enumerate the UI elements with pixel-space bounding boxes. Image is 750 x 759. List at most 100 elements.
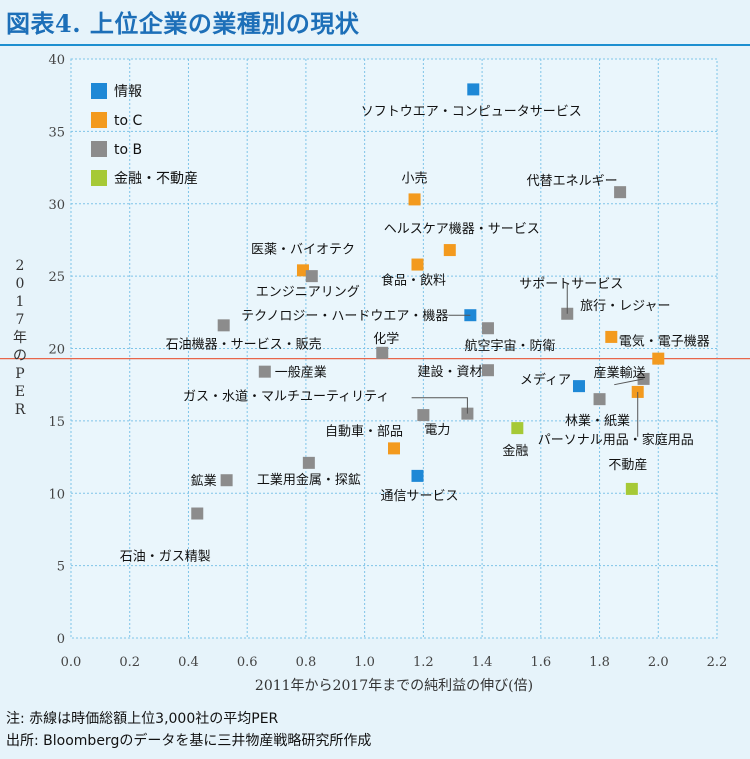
point-label: 電力 — [424, 423, 450, 438]
legend-swatch — [91, 141, 107, 157]
point-label: テクノロジー・ハードウエア・機器 — [241, 309, 448, 324]
y-axis-label-char: 0 — [16, 276, 25, 292]
point-label: 金融 — [502, 443, 528, 459]
point-label: 電気・電子機器 — [619, 334, 710, 350]
y-axis-label-char: の — [13, 348, 27, 364]
data-point — [408, 193, 421, 206]
y-tick-label: 0 — [57, 632, 65, 647]
point-label: ソフトウエア・コンピュータサービス — [361, 104, 582, 119]
source-note: 出所: Bloombergのデータを基に三井物産戦略研究所作成 — [6, 733, 372, 749]
legend-label: 情報 — [114, 84, 142, 100]
footnote: 注: 赤線は時価総額上位3,000社の平均PER — [6, 711, 279, 727]
data-point — [511, 422, 524, 435]
x-axis-label: 2011年から2017年までの純利益の伸び(倍) — [255, 678, 533, 694]
point-label: 自動車・部品 — [325, 424, 403, 439]
data-point — [652, 352, 665, 365]
data-points — [191, 83, 665, 520]
point-label: 一般産業 — [275, 365, 327, 381]
x-tick-label: 1.2 — [413, 655, 434, 670]
y-tick-label: 30 — [48, 198, 65, 213]
point-labels: ソフトウエア・コンピュータサービステクノロジー・ハードウエア・機器メディア通信サ… — [120, 104, 710, 564]
y-axis-label-char: 1 — [16, 294, 25, 310]
point-label: 航空宇宙・防衛 — [464, 338, 555, 354]
y-tick-label: 20 — [48, 343, 65, 358]
y-tick-label: 15 — [48, 415, 65, 430]
y-tick-labels: 0 5 10 15 20 25 30 35 40 — [48, 53, 65, 647]
chart-title: 図表4. 上位企業の業種別の現状 — [6, 9, 360, 38]
x-tick-label: 1.0 — [354, 655, 375, 670]
data-point — [302, 456, 315, 469]
data-point — [305, 270, 318, 283]
x-tick-labels: 0.0 0.2 0.4 0.6 0.8 1.0 1.2 1.4 1.6 1.8 2.0 2.2 — [61, 655, 728, 670]
point-label: 産業輸送 — [594, 365, 646, 381]
x-tick-label: 0.8 — [296, 655, 317, 670]
point-label: 林業・紙業 — [565, 413, 630, 429]
scatter-chart: 0.0 0.2 0.4 0.6 0.8 1.0 1.2 1.4 1.6 1.8 2.0 2.2 0 5 1… — [0, 53, 750, 694]
y-tick-label: 40 — [48, 53, 65, 68]
point-label: 不動産 — [608, 457, 647, 473]
point-label: 通信サービス — [380, 489, 458, 504]
point-label: 石油機器・サービス・販売 — [166, 336, 322, 352]
point-label: 鉱業 — [191, 473, 217, 489]
point-label: エンジニアリング — [256, 285, 360, 300]
data-point — [411, 469, 424, 482]
legend-label: 金融・不動産 — [114, 171, 198, 187]
data-point — [605, 330, 618, 343]
data-point — [417, 409, 430, 422]
point-label: 食品・飲料 — [381, 273, 446, 289]
data-point — [376, 346, 389, 359]
point-label: 石油・ガス精製 — [120, 550, 211, 565]
x-tick-label: 0.4 — [178, 655, 199, 670]
point-label: 医薬・バイオテク — [251, 242, 355, 257]
y-axis-label-char: 年 — [13, 330, 27, 346]
point-label: 代替エネルギー — [527, 174, 618, 189]
y-tick-label: 25 — [48, 270, 65, 285]
y-tick-label: 5 — [57, 560, 65, 575]
data-point — [614, 186, 627, 199]
y-tick-label: 10 — [48, 487, 65, 502]
data-point — [388, 442, 400, 455]
point-label: ヘルスケア機器・サービス — [384, 222, 540, 237]
x-tick-label: 2.2 — [707, 655, 728, 670]
point-label: 化学 — [373, 331, 399, 347]
y-tick-label: 35 — [48, 125, 65, 140]
data-point — [572, 380, 585, 393]
point-label: ガス・水道・マルチユーティリティ — [183, 390, 389, 405]
data-point — [593, 393, 606, 406]
data-point — [217, 319, 230, 332]
y-axis-label-char: 2 — [16, 258, 25, 274]
x-tick-label: 1.8 — [589, 655, 610, 670]
point-label: 小売 — [402, 170, 428, 186]
legend-swatch — [91, 83, 107, 99]
point-label: サポートサービス — [519, 277, 623, 292]
data-point — [481, 322, 494, 335]
data-point — [443, 244, 456, 257]
point-label: 建設・資材 — [417, 364, 482, 380]
leader-line — [411, 397, 468, 414]
grid-lines — [71, 59, 717, 638]
point-label: パーソナル用品・家庭用品 — [538, 432, 694, 448]
y-axis-label-char: R — [15, 402, 26, 418]
x-tick-label: 0.0 — [61, 655, 82, 670]
point-label: 工業用金属・探鉱 — [257, 472, 361, 488]
legend: 情報 to C to B 金融・不動産 — [91, 83, 198, 187]
data-point — [467, 83, 480, 96]
data-point — [481, 364, 494, 377]
data-point — [411, 258, 424, 271]
legend-label: to B — [114, 142, 142, 158]
title-underline — [0, 44, 750, 46]
data-point — [191, 507, 204, 520]
x-tick-label: 1.4 — [472, 655, 493, 670]
data-point — [258, 365, 271, 378]
legend-swatch — [91, 112, 107, 128]
point-label: 旅行・レジャー — [580, 299, 670, 314]
x-tick-label: 2.0 — [648, 655, 669, 670]
y-axis-label-char: P — [15, 366, 24, 382]
y-axis-label-char: 7 — [16, 312, 25, 328]
legend-label: to C — [114, 113, 143, 129]
data-point — [625, 482, 638, 495]
x-tick-label: 1.6 — [530, 655, 551, 670]
plot-area — [70, 58, 718, 639]
legend-swatch — [91, 170, 107, 186]
